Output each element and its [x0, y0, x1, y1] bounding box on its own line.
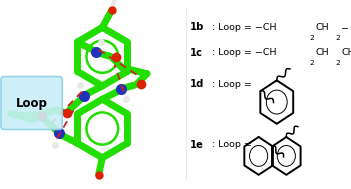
Text: 1e: 1e — [189, 140, 203, 149]
Text: CH: CH — [316, 48, 329, 57]
Text: 1c: 1c — [189, 48, 202, 58]
Text: 1b: 1b — [189, 22, 204, 32]
FancyBboxPatch shape — [1, 77, 62, 129]
Text: : Loop =: : Loop = — [212, 80, 252, 89]
Text: 2: 2 — [335, 35, 340, 41]
Text: 2: 2 — [335, 60, 340, 66]
Text: : Loop = −CH: : Loop = −CH — [212, 48, 277, 57]
Text: 2: 2 — [309, 35, 314, 41]
Text: 1d: 1d — [189, 79, 204, 89]
Text: : Loop = −CH: : Loop = −CH — [212, 23, 277, 32]
Text: Loop: Loop — [16, 97, 48, 109]
Text: CH: CH — [342, 48, 351, 57]
Text: −: − — [341, 23, 349, 32]
Text: CH: CH — [316, 23, 329, 32]
Text: 2: 2 — [309, 60, 314, 66]
Text: : Loop =: : Loop = — [212, 140, 252, 149]
